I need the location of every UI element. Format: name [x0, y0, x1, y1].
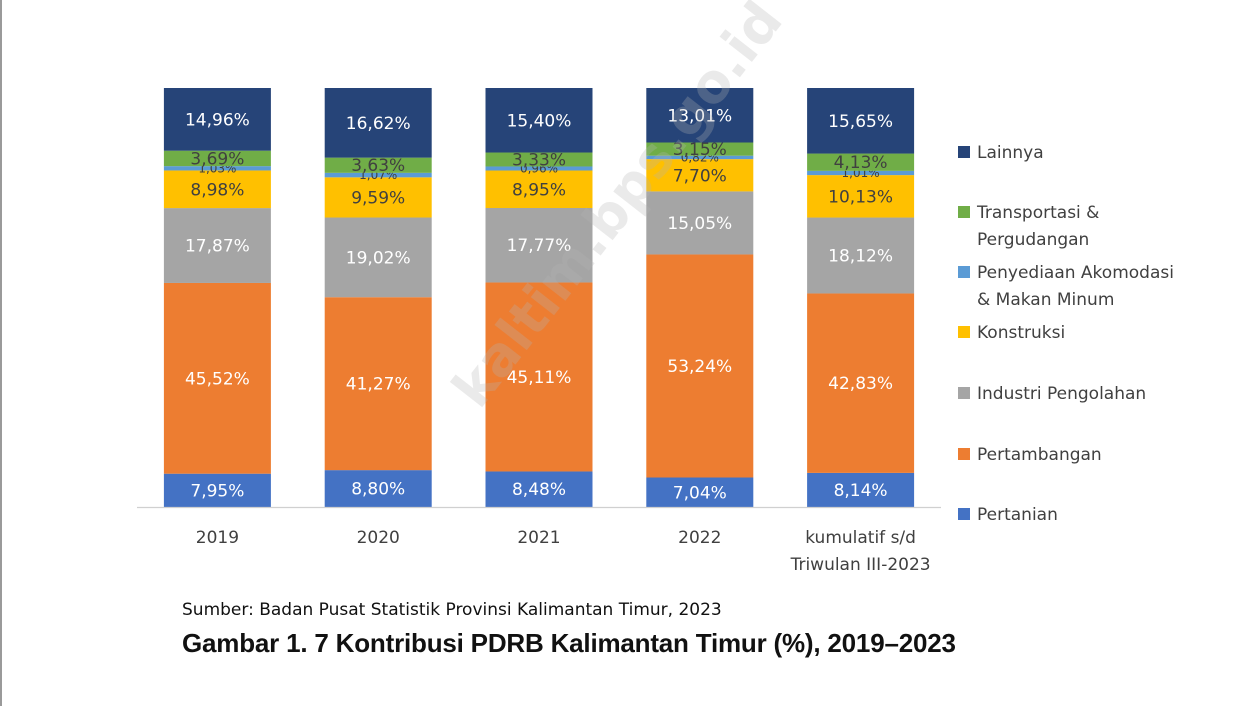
legend-label: Penyediaan Akomodasi	[977, 263, 1174, 283]
bar-segment	[807, 170, 915, 176]
data-label: 18,12%	[828, 246, 893, 266]
data-label: 7,70%	[673, 166, 727, 186]
legend-label: Industri Pengolahan	[977, 384, 1146, 404]
x-tick-label: kumulatif s/d	[805, 528, 916, 548]
data-label: 41,27%	[346, 375, 411, 395]
bar-segment	[646, 155, 754, 160]
bar-segment	[324, 217, 432, 298]
bar-segment	[807, 153, 915, 171]
legend-label: Pertanian	[977, 505, 1058, 525]
data-label: 15,65%	[828, 112, 893, 132]
data-label: 8,80%	[351, 480, 405, 500]
data-label: 17,77%	[507, 236, 572, 256]
data-label: 4,13%	[834, 153, 888, 173]
data-label: 7,95%	[190, 481, 244, 501]
legend-swatch	[958, 206, 970, 218]
bar-segment	[646, 254, 754, 478]
legend-label: & Makan Minum	[977, 290, 1114, 310]
bar-segment	[163, 88, 271, 151]
legend-label: Pertambangan	[977, 445, 1102, 465]
bar-segment	[485, 152, 593, 167]
bar-segment	[324, 470, 432, 507]
bar-segment	[163, 282, 271, 474]
data-label: 16,62%	[346, 114, 411, 134]
bar-segment	[324, 157, 432, 173]
data-label: 10,13%	[828, 187, 893, 207]
x-tick-label: 2021	[517, 528, 560, 548]
bar-segment	[646, 159, 754, 192]
bar-segment	[485, 208, 593, 283]
figure-caption: Gambar 1. 7 Kontribusi PDRB Kalimantan T…	[182, 628, 956, 658]
legend-swatch	[958, 387, 970, 399]
data-label: 8,14%	[834, 481, 888, 501]
bar-segment	[646, 477, 754, 507]
data-label: 45,11%	[507, 368, 572, 388]
bar-segment	[807, 472, 915, 507]
data-label: 17,87%	[185, 237, 250, 257]
x-tick-label: 2019	[196, 528, 239, 548]
legend-swatch	[958, 146, 970, 158]
bar-segment	[324, 88, 432, 158]
bar-segment	[324, 297, 432, 471]
bar-segment	[163, 150, 271, 167]
legend-swatch	[958, 508, 970, 520]
bar-segment	[163, 166, 271, 171]
legend-swatch	[958, 326, 970, 338]
legend-label: Transportasi &	[976, 203, 1099, 223]
data-label: 53,24%	[667, 357, 732, 377]
data-label: 14,96%	[185, 110, 250, 130]
legend-label: Konstruksi	[977, 323, 1065, 343]
bar-segment	[646, 142, 754, 156]
bar-segment	[485, 88, 593, 153]
legend-swatch	[958, 266, 970, 278]
bar-segment	[807, 88, 915, 154]
data-label: 3,15%	[673, 140, 727, 160]
page-left-rule	[0, 0, 2, 706]
data-label: 8,98%	[190, 180, 244, 200]
data-label: 7,04%	[673, 483, 727, 503]
data-label: 45,52%	[185, 369, 250, 389]
x-tick-label: Triwulan III-2023	[790, 555, 931, 575]
bar-segment	[807, 293, 915, 473]
bar-segment	[646, 88, 754, 143]
data-label: 19,02%	[346, 248, 411, 268]
legend-label: Pergudangan	[977, 230, 1089, 250]
bar-segment	[485, 282, 593, 472]
source-note: Sumber: Badan Pusat Statistik Provinsi K…	[182, 600, 722, 620]
x-tick-labels: 2019 2020 2021 2022 kumulatif s/d Triwulan II…	[196, 528, 931, 575]
data-label: 9,59%	[351, 188, 405, 208]
data-label: 8,48%	[512, 480, 566, 500]
legend-swatch	[958, 448, 970, 460]
data-label: 42,83%	[828, 374, 893, 394]
x-tick-label: 2022	[678, 528, 721, 548]
bar-segment	[163, 208, 271, 283]
stacked-bar-chart: 7,95%45,52%17,87%8,98%1,03%3,69%14,96%8,…	[137, 88, 1174, 575]
legend-label: Lainnya	[977, 143, 1044, 163]
data-label: 15,05%	[667, 214, 732, 234]
legend: Lainnya Transportasi & Pergudangan Penyedia…	[958, 143, 1174, 525]
x-tick-label: 2020	[357, 528, 400, 548]
bar-segment	[485, 166, 593, 171]
data-label: 3,69%	[190, 149, 244, 169]
data-label: 3,63%	[351, 156, 405, 176]
bar-segment	[324, 177, 432, 218]
data-label: 15,40%	[507, 111, 572, 131]
bar-segment	[163, 170, 271, 209]
data-label: 8,95%	[512, 180, 566, 200]
bar-segment	[807, 175, 915, 218]
bar-segment	[485, 471, 593, 507]
bars-layer: 7,95%45,52%17,87%8,98%1,03%3,69%14,96%8,…	[163, 88, 915, 507]
data-label: 13,01%	[667, 106, 732, 126]
bar-segment	[807, 217, 915, 294]
bar-segment	[485, 170, 593, 209]
data-label: 3,33%	[512, 151, 566, 171]
bar-segment	[646, 191, 754, 255]
bar-segment	[324, 172, 432, 178]
bar-segment	[163, 473, 271, 507]
